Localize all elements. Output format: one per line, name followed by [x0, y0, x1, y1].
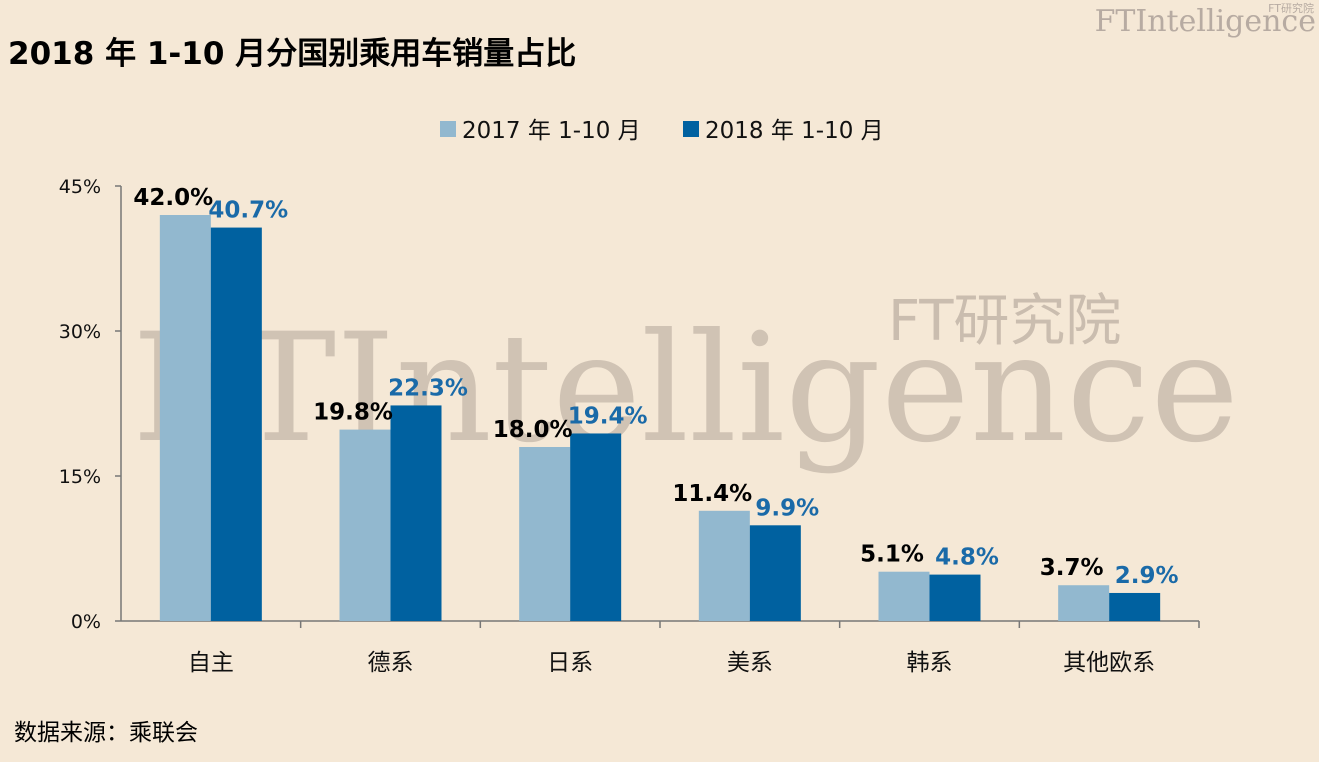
category-label: 韩系 — [907, 650, 953, 676]
x-ticks — [299, 621, 1200, 628]
bar-2017 — [878, 571, 930, 621]
data-label-2017: 11.4% — [672, 481, 752, 507]
category-label: 其他欧系 — [1063, 650, 1155, 676]
bar-2017 — [698, 510, 750, 621]
data-label-2017: 42.0% — [133, 185, 213, 211]
legend-label-2017: 2017 年 1-10 月 — [462, 118, 641, 144]
bar-2018 — [390, 405, 442, 621]
bar-2018 — [749, 525, 801, 621]
y-tick-label: 15% — [59, 466, 101, 488]
logo-text: FTIntelligence — [1095, 4, 1316, 39]
legend-label-2018: 2018 年 1-10 月 — [705, 118, 884, 144]
logo-small-text: FT研究院 — [1268, 1, 1314, 15]
bar-2018 — [1109, 592, 1161, 621]
data-label-2017: 3.7% — [1040, 555, 1104, 581]
y-tick-label: 45% — [59, 176, 101, 198]
category-label: 自主 — [188, 650, 234, 676]
data-label-2018: 19.4% — [568, 403, 648, 429]
watermark-cn-text: FT研究院 — [888, 289, 1121, 354]
data-label-2017: 5.1% — [860, 542, 924, 568]
bar-2017 — [519, 447, 571, 621]
data-label-2018: 2.9% — [1115, 563, 1179, 589]
bar-2018 — [210, 227, 262, 622]
bar-2018 — [929, 574, 981, 621]
data-label-2018: 9.9% — [755, 495, 819, 521]
data-label-2017: 18.0% — [493, 417, 573, 443]
bar-2017 — [339, 429, 391, 621]
category-label: 德系 — [368, 650, 414, 676]
source-note: 数据来源：乘联会 — [14, 720, 198, 746]
y-tick-label: 0% — [71, 611, 101, 633]
bars — [159, 215, 1161, 622]
legend-swatch-2018 — [683, 121, 699, 137]
category-label: 日系 — [547, 650, 593, 676]
data-label-2018: 40.7% — [208, 198, 288, 224]
data-label-2017: 19.8% — [313, 400, 393, 426]
legend-swatch-2017 — [440, 121, 456, 137]
category-labels: 自主 德系 日系 美系 韩系 其他欧系 — [188, 650, 1155, 676]
chart-title: 2018 年 1-10 月分国别乘用车销量占比 — [8, 36, 576, 72]
bar-2017 — [1058, 585, 1110, 621]
category-label: 美系 — [727, 650, 773, 676]
y-tick-label: 30% — [59, 321, 101, 343]
bar-2018 — [570, 433, 622, 621]
watermark-text: FTIntelligence — [132, 302, 1239, 476]
y-ticks: 0% 15% 30% 45% — [59, 176, 121, 633]
data-label-2018: 4.8% — [935, 545, 999, 571]
bar-2017 — [159, 215, 211, 621]
data-labels: 42.0%40.7% 19.8%22.3% 18.0%19.4% 11.4%9.9% 5… — [133, 185, 1178, 589]
data-label-2018: 22.3% — [388, 375, 468, 401]
